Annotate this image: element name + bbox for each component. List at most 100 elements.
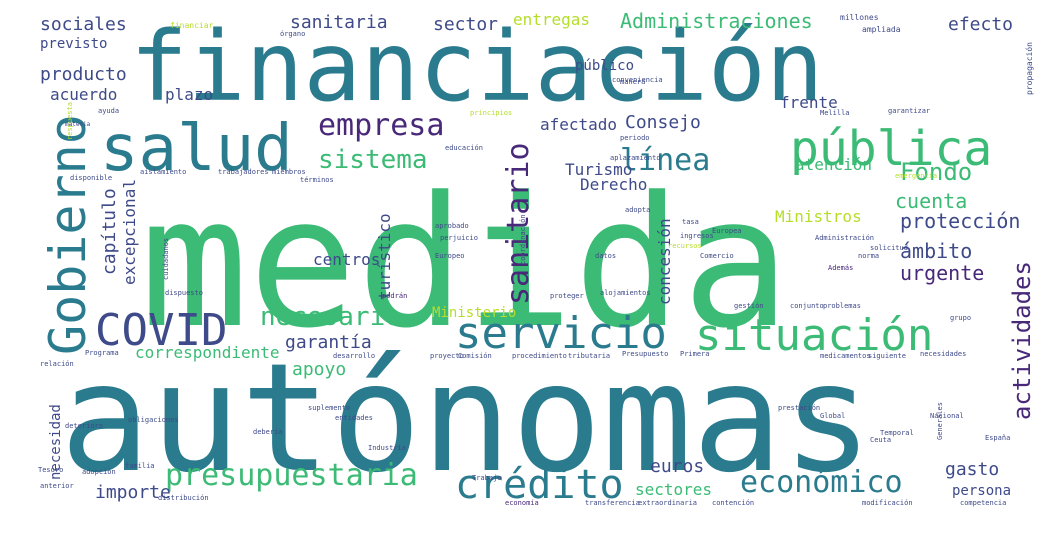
word-77: emergencia: [895, 172, 937, 180]
word-109: Primera: [680, 350, 710, 358]
word-71: principios: [470, 109, 512, 117]
word-22: ámbito: [900, 239, 972, 263]
word-68: términos: [300, 176, 334, 184]
word-112: necesidades: [920, 350, 966, 358]
word-42: excepcional: [120, 179, 139, 285]
word-25: sanitaria: [290, 12, 388, 33]
word-23: urgente: [900, 261, 984, 285]
word-134: contención: [712, 499, 754, 507]
word-50: necesidad: [48, 404, 64, 480]
word-117: entidades: [335, 414, 373, 422]
word-94: dispuesto: [165, 289, 203, 297]
word-111: siguiente: [868, 352, 906, 360]
word-37: atención: [795, 155, 872, 174]
word-38: Turismo: [565, 160, 632, 179]
word-41: capítulo: [99, 188, 120, 275]
word-78: aprobado: [435, 222, 469, 230]
word-116: suplemento: [308, 404, 350, 412]
word-137: Ceuta: [870, 436, 891, 444]
word-51: importe: [95, 482, 171, 503]
word-83: Comercio: [700, 252, 734, 260]
word-126: familia: [125, 462, 155, 470]
word-100: problemas: [823, 302, 861, 310]
word-28: efecto: [948, 14, 1013, 35]
word-48: apoyo: [292, 359, 346, 380]
word-97: proteger: [550, 292, 584, 300]
word-11: económico: [740, 465, 903, 500]
word-63: respuesta: [66, 102, 74, 140]
word-46: Ministerio: [432, 305, 516, 321]
word-75: manera: [620, 78, 645, 86]
word-108: Presupuesto: [622, 350, 668, 358]
word-57: financiar: [170, 21, 214, 30]
word-29: previsto: [40, 36, 107, 52]
word-135: modificación: [862, 499, 913, 507]
word-65: aislamiento: [140, 168, 186, 176]
word-131: economía: [505, 499, 539, 507]
word-36: afectado: [540, 115, 617, 134]
word-59: propagación: [1024, 42, 1034, 95]
word-3: salud: [100, 112, 293, 186]
word-127: Trabajo: [472, 474, 502, 482]
word-129: anterior: [40, 482, 74, 490]
word-85: ingresos: [680, 232, 714, 240]
word-16: Administraciones: [620, 9, 813, 33]
word-80: coordinación: [519, 214, 527, 265]
word-1: medida: [140, 159, 790, 368]
word-7: servicio: [455, 308, 667, 359]
word-54: gasto: [945, 459, 999, 480]
word-66: trabajadores: [218, 168, 269, 176]
word-32: plazo: [165, 85, 213, 104]
word-39: Derecho: [580, 175, 647, 194]
word-76: órgano: [280, 30, 305, 38]
word-88: adopta: [625, 206, 650, 214]
word-2: autónomas: [60, 332, 873, 506]
word-10: presupuestaria: [165, 458, 418, 493]
word-104: proyecto: [430, 352, 464, 360]
word-114: deterioro: [65, 422, 103, 430]
word-17: necesario: [260, 302, 401, 332]
word-90: solicitud: [870, 244, 908, 252]
word-103: desarrollo: [333, 352, 375, 360]
word-136: competencia: [960, 499, 1006, 507]
word-102: Programa: [85, 349, 119, 357]
word-74: conveniencia: [612, 76, 663, 84]
word-6: COVID: [95, 305, 227, 356]
word-130: distribución: [158, 494, 209, 502]
word-110: medicamentos: [820, 352, 871, 360]
word-31: acuerdo: [50, 85, 117, 104]
word-133: extraordinaria: [638, 499, 697, 507]
word-55: persona: [952, 483, 1011, 499]
word-79: perjuicio: [440, 234, 478, 242]
word-58: ampliada: [862, 25, 901, 34]
word-92: norma: [858, 252, 879, 260]
word-89: Administración: [815, 234, 874, 242]
word-8: situación: [695, 310, 933, 361]
word-72: periodo: [620, 134, 650, 142]
word-5: Gobierno: [39, 114, 97, 355]
word-86: tasa: [682, 218, 699, 226]
word-99: conjunto: [790, 302, 824, 310]
word-125: España: [985, 434, 1010, 442]
word-128: adopción: [82, 468, 116, 476]
word-18: actividades: [1008, 261, 1036, 420]
word-40: Ministros: [775, 207, 862, 226]
word-35: público: [575, 58, 634, 74]
word-98: gestión: [734, 302, 764, 310]
word-106: procedimiento: [512, 352, 567, 360]
word-43: turístico: [375, 213, 394, 300]
word-20: cuenta: [895, 189, 967, 213]
word-60: Melilla: [820, 109, 850, 117]
word-15: sanitario: [501, 142, 536, 305]
word-12: empresa: [318, 108, 444, 143]
word-27: entregas: [513, 10, 590, 29]
word-30: producto: [40, 64, 127, 85]
word-34: frente: [780, 93, 838, 112]
word-124: Temporal: [880, 429, 914, 437]
word-84: recursos: [668, 242, 702, 250]
word-45: concesión: [655, 218, 674, 305]
word-53: sectores: [635, 480, 712, 499]
word-96: alojamientos: [600, 289, 651, 297]
